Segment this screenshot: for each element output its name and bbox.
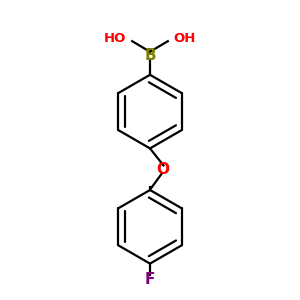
Text: O: O	[156, 162, 169, 177]
Text: HO: HO	[104, 32, 126, 45]
Text: F: F	[145, 272, 155, 287]
Text: B: B	[144, 48, 156, 63]
Text: OH: OH	[174, 32, 196, 45]
